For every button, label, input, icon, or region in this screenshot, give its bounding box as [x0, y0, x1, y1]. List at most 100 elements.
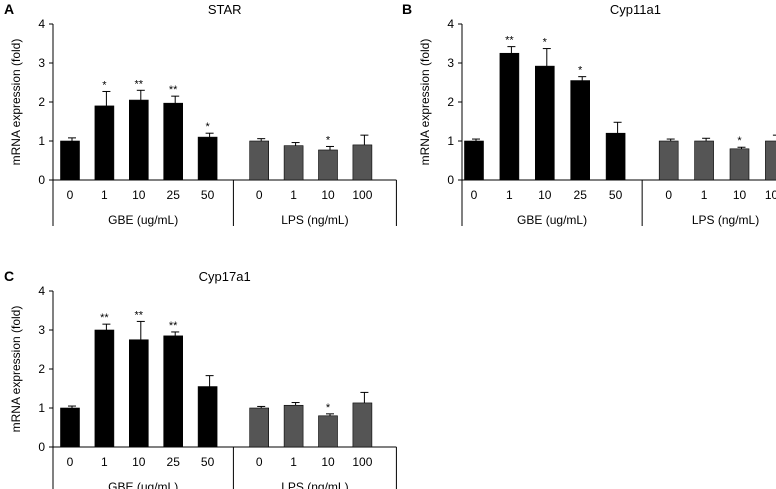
bar: [729, 148, 750, 181]
bar: [765, 140, 776, 181]
x-tick-label: 0: [67, 188, 74, 202]
x-tick-label: 10: [321, 455, 335, 469]
chart-title: Cyp17a1: [199, 269, 251, 284]
x-tick-label: 100: [765, 188, 776, 202]
y-tick-label: 0: [447, 173, 454, 187]
bar: [352, 144, 373, 181]
x-tick-label: 1: [101, 455, 108, 469]
bar: [249, 407, 269, 448]
bar: [60, 407, 80, 448]
significance-marker: **: [135, 78, 144, 90]
significance-marker: **: [169, 84, 178, 96]
bar: [499, 52, 520, 181]
x-tick-label: 0: [665, 188, 672, 202]
bar: [163, 102, 183, 181]
bar: [658, 140, 679, 181]
panel-c-cyp17a1: C Cyp17a1 mRNA expression (fold) 0 1 2 3 4 0 ** 1 *…: [4, 268, 397, 489]
significance-marker: **: [169, 320, 178, 332]
y-tick-label: 1: [38, 134, 45, 148]
group-label: LPS (ng/mL): [281, 213, 348, 227]
y-axis-label: mRNA expression (fold): [9, 306, 23, 433]
x-tick-label: 1: [290, 188, 297, 202]
panel-letter: B: [402, 1, 412, 17]
y-tick-label: 1: [38, 401, 45, 415]
bar: [197, 386, 218, 448]
bar: [570, 80, 591, 181]
panel-letter: A: [4, 1, 14, 17]
y-tick-label: 4: [38, 284, 45, 298]
significance-marker: *: [102, 79, 107, 91]
y-tick-label: 0: [38, 440, 45, 454]
bar: [352, 402, 373, 448]
x-tick-label: 25: [167, 188, 181, 202]
y-tick-label: 3: [38, 323, 45, 337]
y-axis-label: mRNA expression (fold): [9, 39, 23, 166]
bar: [283, 145, 304, 181]
x-tick-label: 1: [101, 188, 108, 202]
y-tick-label: 4: [38, 17, 45, 31]
group-label: GBE (ug/mL): [108, 213, 178, 227]
bar: [163, 335, 183, 448]
x-tick-label: 50: [201, 455, 215, 469]
bar: [197, 136, 218, 181]
x-tick-label: 10: [321, 188, 335, 202]
bar: [605, 132, 626, 181]
x-tick-label: 1: [701, 188, 708, 202]
x-tick-label: 1: [506, 188, 513, 202]
significance-marker: *: [326, 402, 331, 414]
significance-marker: *: [578, 65, 583, 77]
x-tick-label: 10: [132, 188, 146, 202]
x-tick-label: 100: [352, 455, 372, 469]
y-axis-label: mRNA expression (fold): [418, 39, 432, 166]
bar: [94, 105, 115, 181]
x-tick-label: 50: [201, 188, 215, 202]
y-tick-label: 2: [447, 95, 454, 109]
x-tick-label: 25: [574, 188, 588, 202]
significance-marker: *: [737, 135, 742, 147]
bar: [318, 149, 338, 181]
x-tick-label: 1: [290, 455, 297, 469]
bar: [60, 140, 80, 181]
chart-title: Cyp11a1: [610, 2, 661, 17]
y-tick-label: 2: [38, 362, 45, 376]
y-tick-label: 3: [38, 56, 45, 70]
significance-marker: **: [135, 309, 144, 321]
significance-marker: **: [100, 312, 109, 324]
y-tick-label: 1: [447, 134, 454, 148]
panel-letter: C: [4, 268, 14, 284]
chart-title: STAR: [208, 2, 242, 17]
x-tick-label: 50: [609, 188, 623, 202]
y-tick-label: 4: [447, 17, 454, 31]
x-tick-label: 0: [256, 188, 263, 202]
significance-marker: *: [543, 37, 548, 49]
y-tick-label: 3: [447, 56, 454, 70]
bar: [318, 415, 338, 448]
x-tick-label: 10: [538, 188, 552, 202]
bar: [464, 140, 484, 181]
bar: [249, 140, 269, 181]
x-tick-label: 0: [67, 455, 74, 469]
x-tick-label: 25: [167, 455, 181, 469]
group-label: GBE (ug/mL): [108, 480, 178, 489]
group-label: LPS (ng/mL): [281, 480, 348, 489]
bar: [129, 339, 149, 448]
x-tick-label: 100: [352, 188, 372, 202]
significance-marker: *: [205, 121, 210, 133]
bar: [694, 140, 714, 181]
bar: [94, 329, 115, 448]
bar: [534, 65, 555, 181]
significance-marker: **: [505, 35, 514, 47]
x-tick-label: 0: [256, 455, 263, 469]
group-label: LPS (ng/mL): [692, 213, 759, 227]
x-tick-label: 10: [733, 188, 747, 202]
group-label: GBE (ug/mL): [517, 213, 587, 227]
bar: [283, 404, 304, 448]
x-tick-label: 0: [471, 188, 478, 202]
significance-marker: *: [326, 134, 331, 146]
x-tick-label: 10: [132, 455, 146, 469]
bar: [129, 99, 149, 181]
y-tick-label: 2: [38, 95, 45, 109]
